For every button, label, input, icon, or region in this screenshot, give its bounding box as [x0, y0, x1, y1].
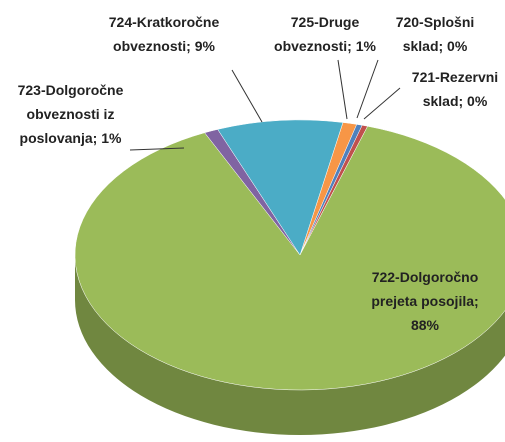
leader-line — [337, 59, 348, 120]
data-label: 720-Splošni sklad; 0% — [395, 14, 475, 54]
data-label: 723-Dolgoročne obveznosti iz poslovanja;… — [17, 82, 124, 146]
data-label: 724-Kratkoročne obveznosti; 9% — [108, 14, 220, 54]
slice — [217, 119, 344, 256]
slice-side — [75, 255, 505, 435]
data-label: 725-Druge obveznosti; 1% — [274, 14, 376, 54]
leader-line — [356, 59, 379, 119]
leader-line — [129, 147, 185, 151]
leader-line — [363, 87, 401, 120]
data-label: 722-Dolgoročno prejeta posojila; 88% — [371, 269, 479, 333]
leader-line — [231, 69, 263, 123]
data-label: 721-Rezervni sklad; 0% — [411, 69, 499, 109]
slice — [74, 125, 505, 391]
